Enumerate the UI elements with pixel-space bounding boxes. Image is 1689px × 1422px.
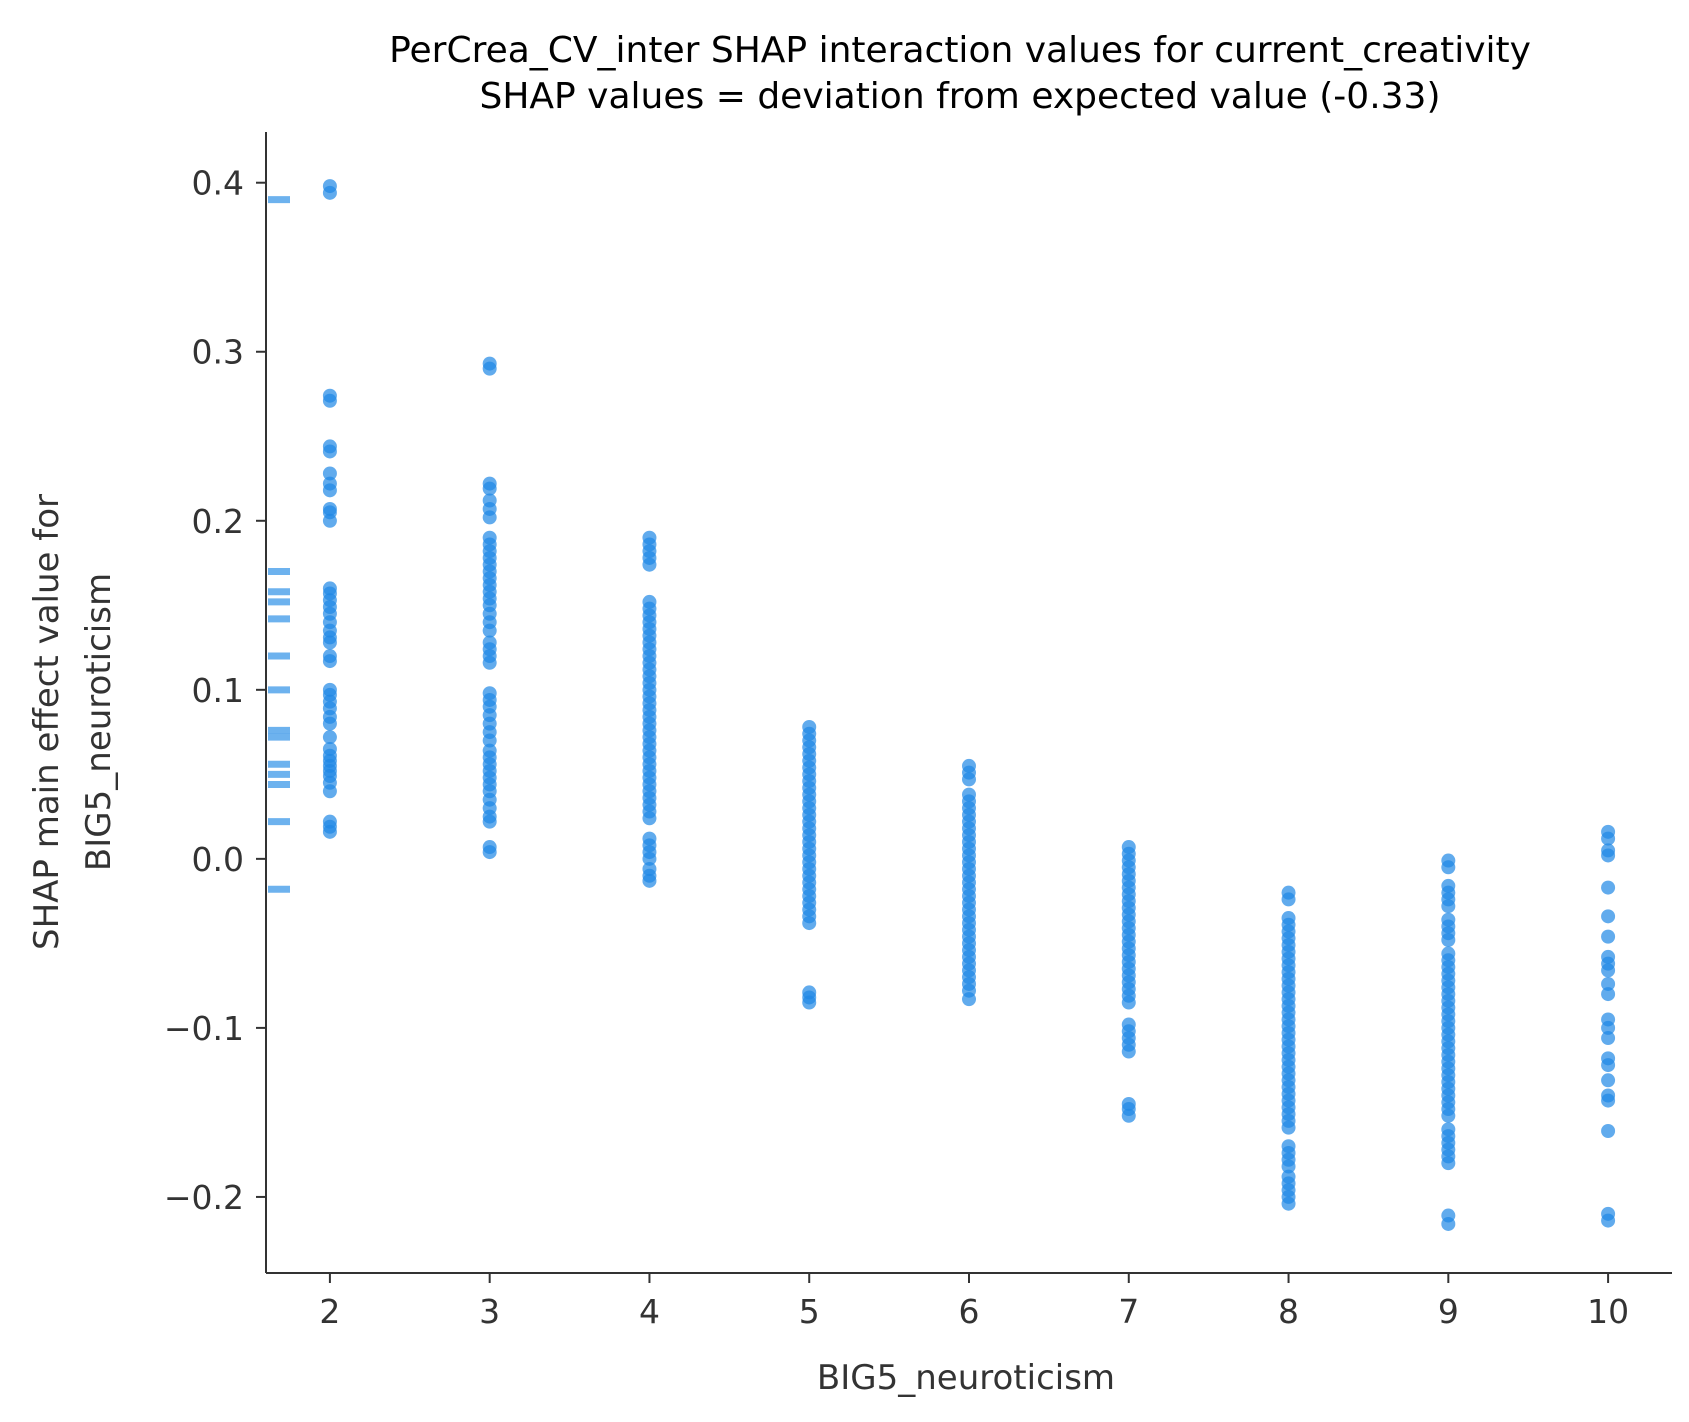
scatter-point [1601, 1058, 1616, 1073]
scatter-point [322, 654, 337, 669]
x-tick-label: 9 [1438, 1292, 1459, 1331]
scatter-point [1601, 909, 1616, 924]
scatter-point [802, 995, 817, 1010]
scatter-point [1441, 932, 1456, 947]
scatter-point [482, 814, 497, 829]
y-tick-label: −0.1 [164, 1009, 244, 1048]
x-tick-label: 2 [319, 1292, 340, 1331]
scatter-point [1601, 1124, 1616, 1139]
scatter-point [482, 510, 497, 525]
scatter-point [322, 730, 337, 745]
x-tick-label: 6 [959, 1292, 980, 1331]
data-points [322, 179, 1616, 1231]
y-tick-label: 0.3 [192, 333, 244, 372]
scatter-point [802, 916, 817, 931]
y-tick-label: −0.2 [164, 1178, 244, 1217]
scatter-point [1601, 976, 1616, 991]
scatter-point [322, 483, 337, 498]
x-tick-label: 5 [799, 1292, 820, 1331]
scatter-point [1601, 1031, 1616, 1046]
scatter-point [322, 784, 337, 799]
scatter-point [482, 655, 497, 670]
scatter-point [962, 992, 976, 1007]
scatter-point [1121, 1044, 1136, 1059]
y-tick-label: 0.0 [192, 840, 244, 879]
scatter-point [1601, 1020, 1616, 1035]
scatter-point [1281, 1196, 1296, 1211]
scatter-point [1601, 848, 1616, 863]
scatter-point [322, 513, 337, 528]
scatter-point [1441, 1216, 1456, 1231]
scatter-point [1441, 860, 1456, 875]
scatter-point [482, 361, 497, 376]
y-tick-label: 0.1 [192, 671, 244, 710]
y-tick-label: 0.2 [192, 502, 244, 541]
x-tick-label: 4 [639, 1292, 660, 1331]
scatter-point [1601, 963, 1616, 978]
x-axis-label: BIG5_neuroticism [817, 1358, 1115, 1398]
scatter-point [322, 635, 337, 650]
scatter-point [322, 444, 337, 459]
scatter-point [642, 851, 657, 866]
scatter-point [1601, 831, 1616, 846]
scatter-point [1601, 1093, 1616, 1108]
scatter-point [1601, 987, 1616, 1002]
x-tick-label: 7 [1118, 1292, 1139, 1331]
scatter-point [642, 811, 657, 826]
scatter-point [482, 481, 497, 496]
scatter-point [482, 733, 497, 748]
scatter-point [482, 845, 497, 860]
scatter-point [322, 824, 337, 839]
scatter-point [322, 185, 337, 200]
chart-title-line2: SHAP values = deviation from expected va… [479, 76, 1440, 117]
x-tick-label: 10 [1587, 1292, 1629, 1331]
scatter-point [1601, 929, 1616, 944]
scatter-point [1281, 892, 1296, 907]
scatter-point [1601, 1213, 1616, 1228]
x-tick-label: 3 [479, 1292, 500, 1331]
scatter-point [1601, 880, 1616, 895]
scatter-point [322, 716, 337, 731]
scatter-point [1441, 899, 1456, 914]
x-tick-label: 8 [1278, 1292, 1299, 1331]
y-tick-label: 0.4 [192, 164, 244, 203]
scatter-point [482, 623, 497, 638]
scatter-point [1441, 1156, 1456, 1171]
x-axis-ticks: 2 3 4 5 6 7 8 9 10 [319, 1273, 1629, 1331]
y-axis-label-line2: BIG5_neuroticism [79, 573, 119, 871]
chart-title-line1: PerCrea_CV_inter SHAP interaction values… [389, 30, 1531, 71]
y-axis-label-line1: SHAP main effect value for [27, 494, 67, 950]
scatter-point [1601, 1073, 1616, 1088]
scatter-point [322, 466, 337, 481]
scatter-point [322, 393, 337, 408]
y-axis-ticks: −0.2 −0.1 0.0 0.1 0.2 0.3 0.4 [164, 164, 266, 1217]
scatter-point [1121, 995, 1136, 1010]
scatter-point [1281, 1159, 1296, 1174]
scatter-point [1441, 1108, 1456, 1123]
scatter-point [962, 772, 976, 787]
scatter-point [1121, 1108, 1136, 1123]
scatter-point [1281, 1120, 1296, 1135]
scatter-point [642, 873, 657, 888]
scatter-point [642, 557, 657, 572]
rug-marks [268, 196, 290, 893]
